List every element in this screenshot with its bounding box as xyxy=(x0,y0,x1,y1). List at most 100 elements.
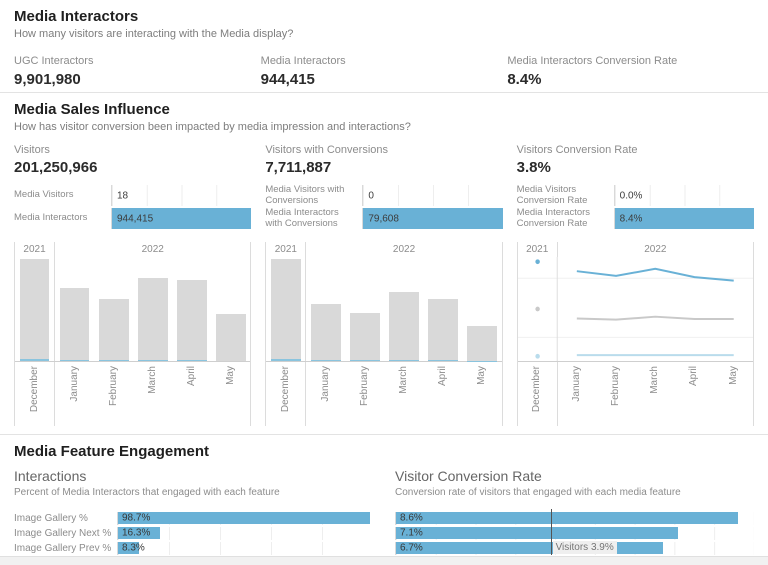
line-media-interactors-conversion-rate[interactable] xyxy=(576,268,734,282)
category-label: Image Gallery % xyxy=(14,512,88,524)
bar-february[interactable] xyxy=(98,298,129,362)
category-label: Media Interactors Conversion Rate xyxy=(516,206,591,229)
bar-april[interactable] xyxy=(428,298,458,362)
bar-january[interactable] xyxy=(311,304,341,362)
bar-may[interactable] xyxy=(216,314,246,362)
year-label: 2021 xyxy=(266,242,307,258)
mini-bar-row: Media Visitors with Conversions 0 xyxy=(265,183,503,207)
bar-december[interactable] xyxy=(271,259,301,362)
media-interactors-strip xyxy=(137,359,168,362)
month-label-cell: May xyxy=(211,362,250,426)
month-label-cell: March xyxy=(636,362,675,426)
month-label-cell: January xyxy=(55,362,94,426)
media-interactors-strip xyxy=(271,359,301,362)
category-label: Image Gallery Next % xyxy=(14,527,112,539)
mini-bar-row: Media Interactors with Conversions 79,608 xyxy=(265,207,503,230)
feature-bar-row: Image Gallery Prev % 8.3% xyxy=(14,541,373,555)
month-label: December xyxy=(279,366,291,413)
feature-bar-row: Image Gallery Next % 16.3% xyxy=(14,526,373,540)
kpi-row-media-interactors: UGC Interactors 9,901,980 Media Interact… xyxy=(14,55,754,92)
bar-value-label: 16.3% xyxy=(122,527,151,539)
month-axis: December January February March April May xyxy=(518,362,753,427)
bar-track: 8.4% xyxy=(613,208,754,230)
month-label: December xyxy=(531,366,543,413)
month-label: March xyxy=(398,366,410,395)
month-label: January xyxy=(571,366,583,402)
conversion-rate-lines[interactable] xyxy=(517,257,753,362)
interactions-chart-panel: Interactions Percent of Media Interactor… xyxy=(14,468,373,557)
interactions-bars: Image Gallery % 98.7% Image Gallery Next %… xyxy=(14,511,373,555)
bar[interactable] xyxy=(396,527,679,540)
category-label: Image Gallery Prev % xyxy=(14,542,112,554)
bar-january[interactable] xyxy=(59,288,90,362)
line-visitors-conversion-rate[interactable] xyxy=(576,315,734,321)
media-interactors-strip xyxy=(428,360,458,362)
bar-track: 98.7% xyxy=(117,511,373,525)
bar[interactable] xyxy=(614,208,754,230)
category-label: Media Visitors with Conversions xyxy=(265,183,345,206)
chart-subtitle-visitor-conversion-rate: Conversion rate of visitors that engaged… xyxy=(395,486,681,498)
bar[interactable] xyxy=(118,527,160,540)
bar[interactable] xyxy=(363,208,503,230)
kpi-label: Media Interactors Conversion Rate xyxy=(507,55,678,68)
bar[interactable] xyxy=(118,542,140,555)
month-label: March xyxy=(649,366,661,395)
kpi-label: UGC Interactors xyxy=(14,55,94,68)
section-title-media-feature-engagement: Media Feature Engagement xyxy=(14,443,210,461)
month-label: February xyxy=(610,366,622,407)
feature-grid: Interactions Percent of Media Interactor… xyxy=(14,468,754,557)
month-label: January xyxy=(68,366,80,402)
conversions-by-month-chart: 2021 2022 December January February March Apri… xyxy=(265,242,503,427)
bar-value-label: 79,608 xyxy=(368,213,399,225)
bar-march[interactable] xyxy=(389,291,419,362)
month-label: May xyxy=(476,366,488,386)
month-label: May xyxy=(727,366,739,386)
section-divider xyxy=(0,434,768,436)
kpi-value: 7,711,887 xyxy=(265,158,332,176)
bar[interactable] xyxy=(118,512,370,525)
bar[interactable] xyxy=(396,512,739,525)
reference-line xyxy=(550,508,552,555)
visitors-by-month-chart: 2021 2022 December January February March Apri… xyxy=(14,242,252,427)
bar-track: 0.0% xyxy=(613,185,754,207)
month-cell xyxy=(94,257,133,362)
dot-december-media-visitors-conversion-rate[interactable] xyxy=(535,354,540,359)
bar-march[interactable] xyxy=(137,278,168,362)
bar[interactable] xyxy=(112,208,252,230)
bar-april[interactable] xyxy=(176,280,207,362)
media-interactors-strip xyxy=(350,360,380,362)
kpi-value: 944,415 xyxy=(260,70,315,88)
month-cell xyxy=(266,257,307,362)
kpi-value: 3.8% xyxy=(516,158,551,176)
media-interactors-strip xyxy=(59,359,90,362)
media-interactors-strip xyxy=(467,360,498,362)
year-label: 2021 xyxy=(15,242,56,258)
bar-value-label: 944,415 xyxy=(117,213,154,225)
plot-area xyxy=(266,257,502,363)
bar-value-label: 8.6% xyxy=(400,512,423,524)
feature-bar-row: 7.1% xyxy=(395,526,754,540)
bar-may[interactable] xyxy=(467,325,498,362)
month-label-cell: January xyxy=(558,362,597,426)
month-cell xyxy=(133,257,172,362)
bar-february[interactable] xyxy=(350,313,380,362)
month-label: January xyxy=(319,366,331,402)
bar-december[interactable] xyxy=(19,259,50,362)
month-cell xyxy=(55,257,94,362)
bar[interactable] xyxy=(396,542,663,555)
month-label: March xyxy=(146,366,158,395)
column-visitors: Visitors 201,250,966 Media Visitors 18 Med… xyxy=(14,144,252,427)
dot-december-visitors-conversion-rate[interactable] xyxy=(535,306,540,312)
bar-value-label: 98.7% xyxy=(122,512,151,524)
dot-december-media-interactors-conversion-rate[interactable] xyxy=(535,259,540,265)
year-header: 2021 2022 xyxy=(518,242,753,258)
month-label-cell: April xyxy=(424,362,463,426)
feature-bar-row: Image Gallery % 98.7% xyxy=(14,511,373,525)
month-cell xyxy=(172,257,211,362)
month-label-cell: February xyxy=(345,362,384,426)
month-axis: December January February March April May xyxy=(15,362,250,427)
bar-track: 18 xyxy=(111,185,252,207)
month-label-cell: May xyxy=(714,362,753,426)
mini-bar-row: Media Interactors 944,415 xyxy=(14,207,252,230)
